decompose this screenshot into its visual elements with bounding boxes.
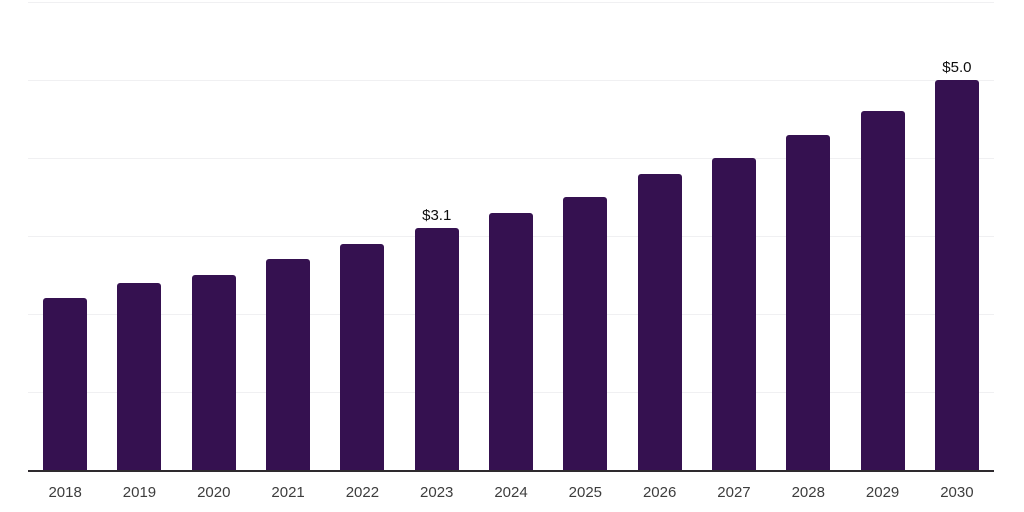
bar-group-2028 <box>771 2 845 470</box>
bar-value-label-2030: $5.0 <box>942 59 972 76</box>
bar-group-2024 <box>474 2 548 470</box>
bar-2029 <box>860 111 905 470</box>
x-tick-label-2019: 2019 <box>122 484 157 501</box>
x-tick-label-2030: 2030 <box>940 484 974 501</box>
x-tick-label-2022: 2022 <box>345 484 380 501</box>
gridline-6 <box>28 2 994 3</box>
bar-group-2029 <box>845 2 919 470</box>
bar-2026 <box>637 173 682 470</box>
x-tick-label-2027: 2027 <box>717 484 751 501</box>
bar-value-label-2023: $3.1 <box>422 207 452 225</box>
gridline-5 <box>28 80 994 81</box>
x-axis-line <box>28 470 994 472</box>
x-tick-label-2023: 2023 <box>420 484 454 501</box>
x-tick-label-2020: 2020 <box>197 484 231 501</box>
bar-2028 <box>786 134 831 470</box>
x-tick-label-2026: 2026 <box>642 484 677 501</box>
gridline-4 <box>28 158 994 159</box>
bar-2019 <box>117 282 162 470</box>
plot-area: $3.1 $5.0 <box>28 2 994 472</box>
bar-2020 <box>191 275 236 470</box>
bar-2027 <box>711 158 756 470</box>
bar-group-2025 <box>548 2 622 470</box>
bar-2025 <box>563 197 608 470</box>
bar-group-2019 <box>102 2 176 470</box>
x-axis-tick-labels: 2018 2019 2020 2021 2022 2023 2024 2025 2026 2027… <box>28 482 994 503</box>
x-tick-label-2018: 2018 <box>48 484 82 501</box>
bar-group-2030: $5.0 <box>920 2 994 470</box>
x-tick-label-2024: 2024 <box>494 484 528 501</box>
bars-row: $3.1 $5.0 <box>28 2 994 470</box>
bar-2024 <box>489 212 534 470</box>
bar-group-2021 <box>251 2 325 470</box>
x-tick-label-2021: 2021 <box>271 484 305 501</box>
bar-2030 <box>934 80 979 470</box>
bar-group-2023: $3.1 <box>400 2 474 470</box>
bar-2021 <box>266 259 311 470</box>
bar-group-2027 <box>697 2 771 470</box>
bar-group-2020 <box>177 2 251 470</box>
bar-group-2022 <box>325 2 399 470</box>
bar-2023 <box>414 228 459 470</box>
x-tick-label-2029: 2029 <box>865 484 900 501</box>
x-tick-label-2028: 2028 <box>791 484 825 501</box>
bar-2018 <box>43 298 88 470</box>
bar-2022 <box>340 243 385 470</box>
bar-group-2026 <box>623 2 697 470</box>
bar-group-2018 <box>28 2 102 470</box>
x-tick-label-2025: 2025 <box>568 484 603 501</box>
